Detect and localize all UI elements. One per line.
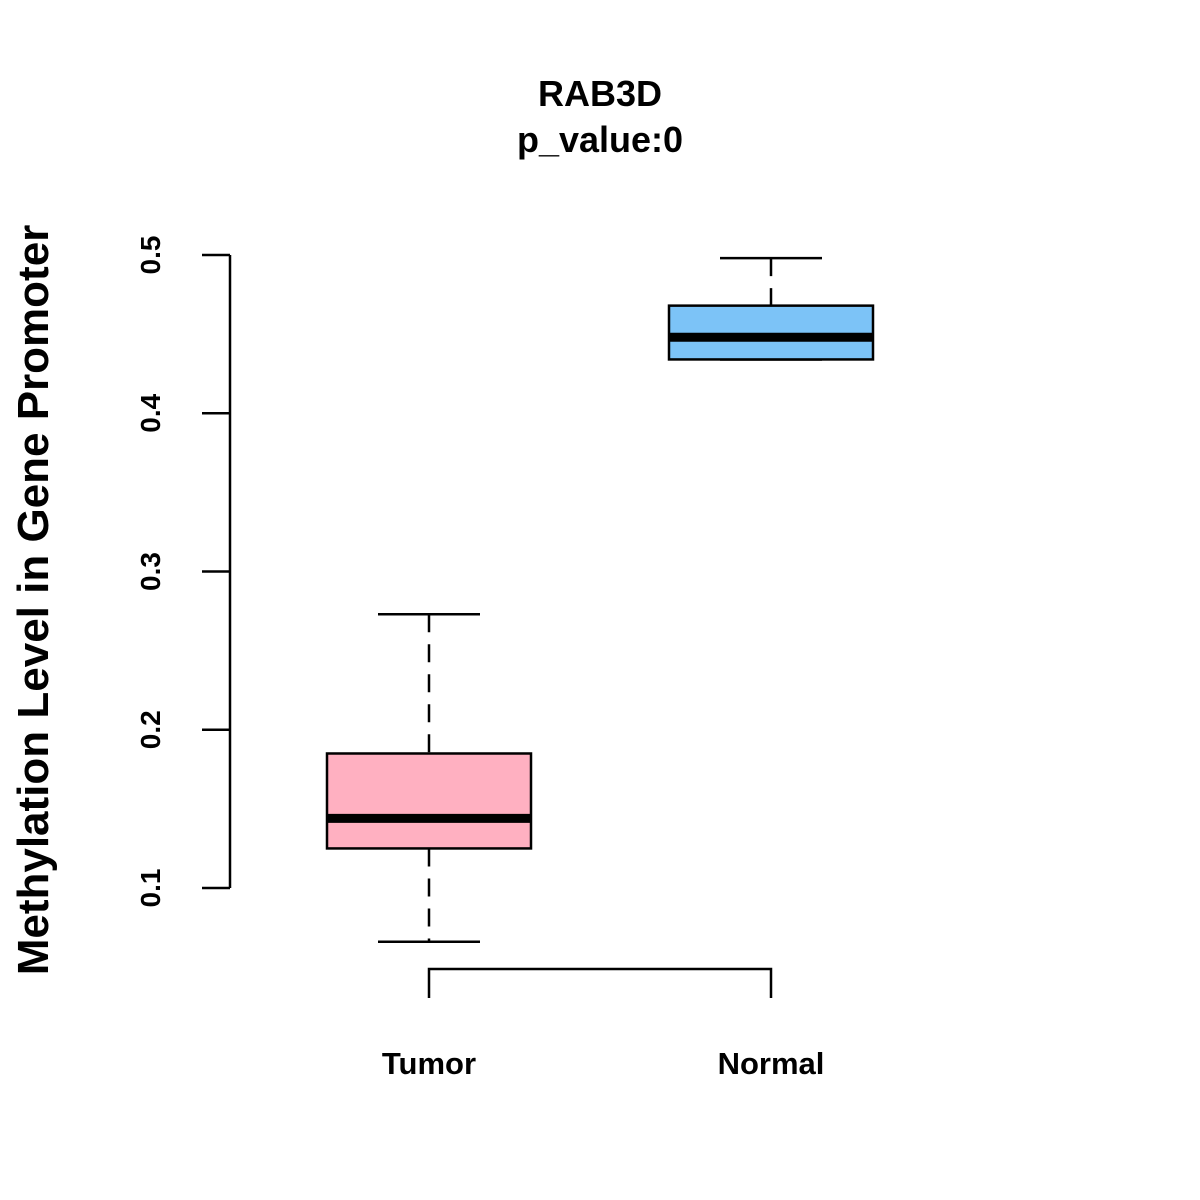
chart-subtitle: p_value:0 xyxy=(517,119,683,160)
x-axis-labels: Tumor Normal xyxy=(382,1046,824,1081)
x-label-normal: Normal xyxy=(718,1046,825,1081)
y-axis-label: Methylation Level in Gene Promoter xyxy=(9,225,58,976)
bracket-line xyxy=(427,967,773,998)
y-tick-label-0.2: 0.2 xyxy=(135,710,166,749)
y-axis: 0.1 0.2 0.3 0.4 0.5 xyxy=(135,236,232,908)
y-tick-label-0.1: 0.1 xyxy=(135,869,166,908)
y-tick-label-0.4: 0.4 xyxy=(135,393,166,432)
comparison-bracket xyxy=(427,967,773,998)
x-label-tumor: Tumor xyxy=(382,1046,476,1081)
normal-box xyxy=(667,304,875,361)
y-tick-label-0.5: 0.5 xyxy=(135,236,166,275)
chart-title: RAB3D xyxy=(538,73,662,114)
tumor-box xyxy=(325,752,533,850)
boxes-group xyxy=(325,256,875,944)
y-tick-label-0.3: 0.3 xyxy=(135,552,166,591)
